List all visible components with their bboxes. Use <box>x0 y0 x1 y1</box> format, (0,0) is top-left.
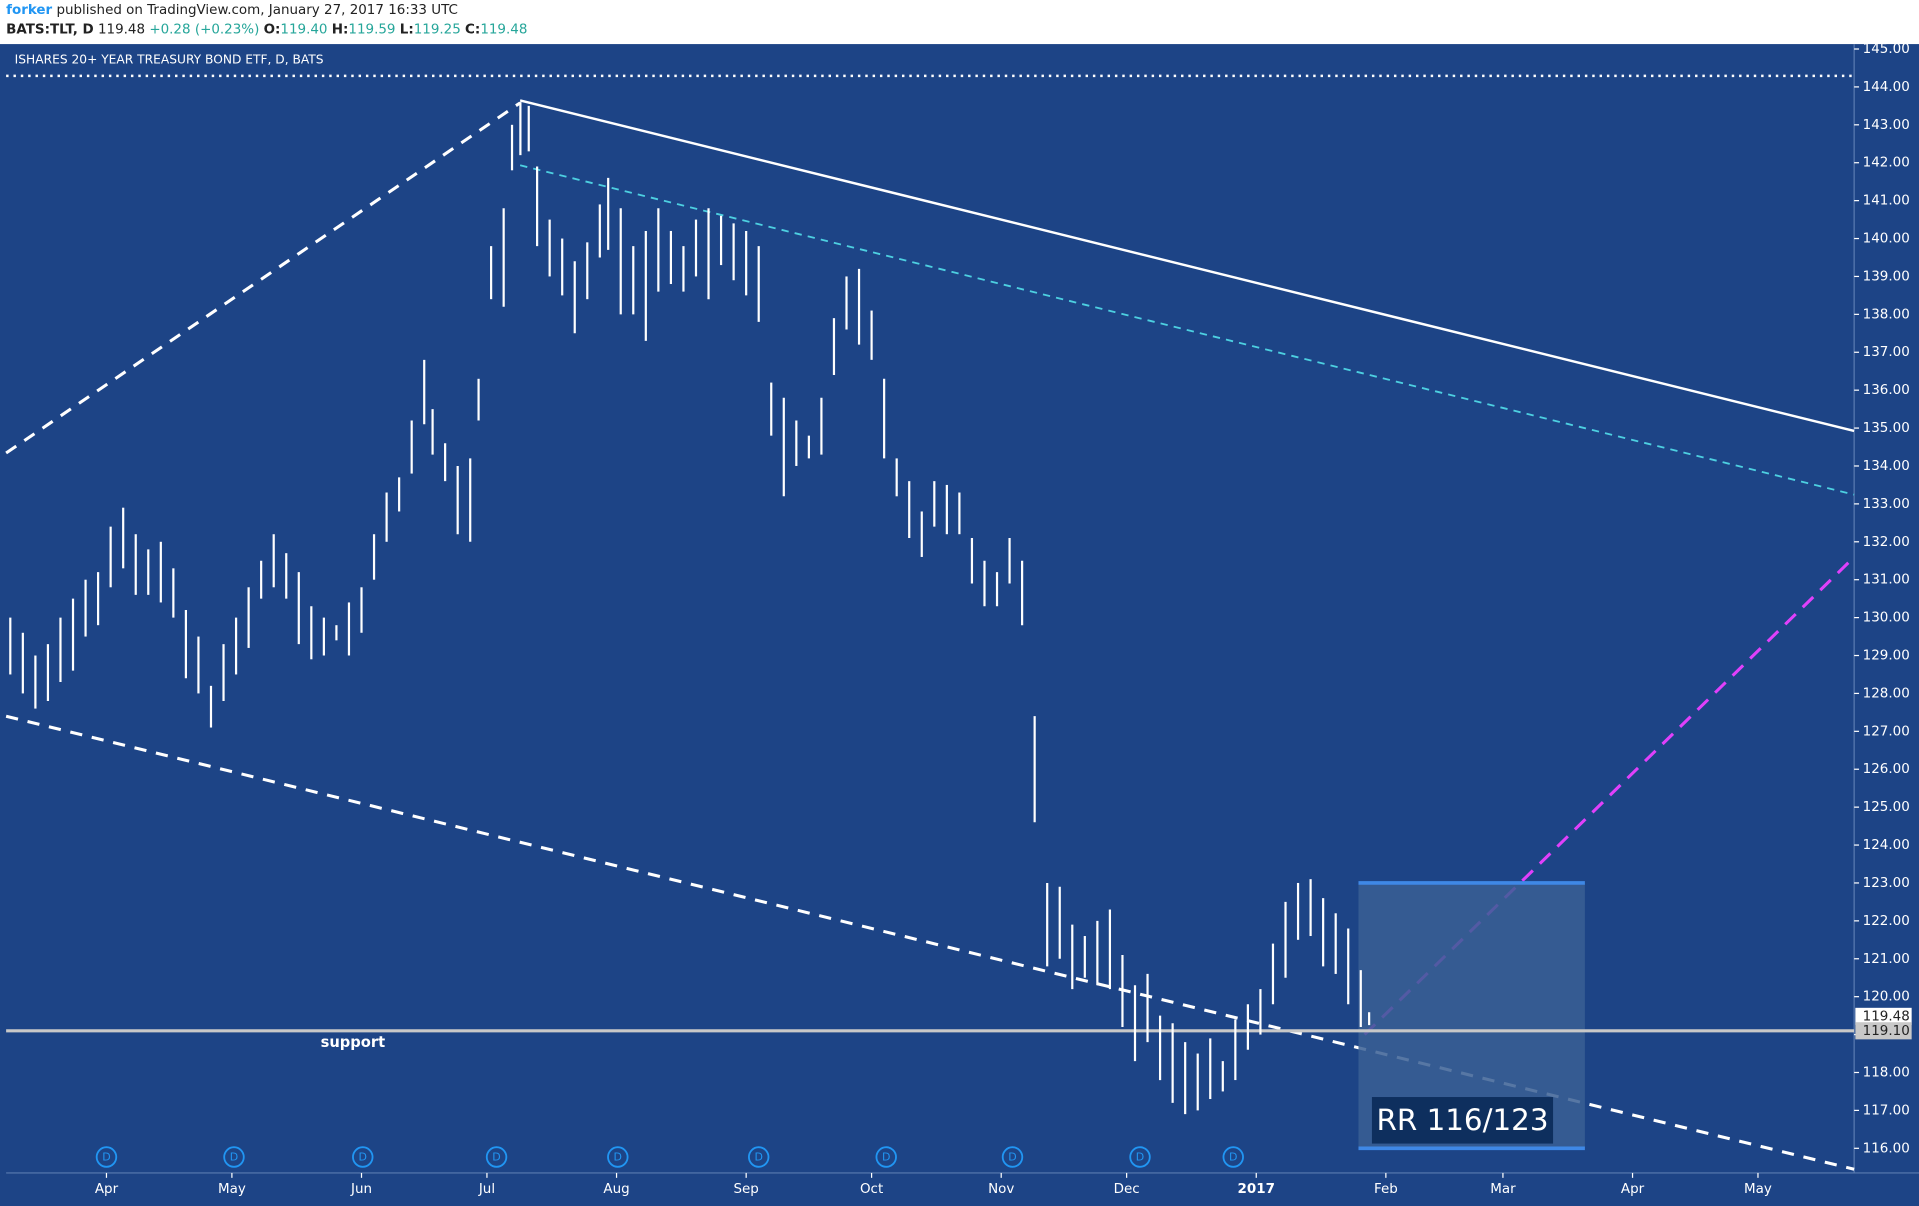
y-tick-label: 118.00 <box>1863 1065 1910 1080</box>
y-tick-label: 123.00 <box>1863 876 1910 891</box>
y-tick-label: 140.00 <box>1863 232 1910 247</box>
projection-line <box>1363 555 1856 1036</box>
dividend-label: D <box>102 1151 110 1164</box>
y-tick-label: 134.00 <box>1863 459 1910 474</box>
y-tick-label: 132.00 <box>1863 535 1910 550</box>
y-tick-label: 120.00 <box>1863 990 1910 1005</box>
x-tick-label: May <box>218 1182 246 1197</box>
support-label: support <box>321 1034 386 1051</box>
y-tick-label: 138.00 <box>1863 307 1910 322</box>
y-tick-label: 117.00 <box>1863 1103 1910 1118</box>
y-tick-label: 125.00 <box>1863 800 1910 815</box>
x-tick-label: 2017 <box>1238 1182 1275 1197</box>
rr-label-bg <box>1371 1097 1554 1144</box>
y-tick-label: 130.00 <box>1863 611 1910 626</box>
low: 119.25 <box>414 22 461 37</box>
y-tick-label: 131.00 <box>1863 573 1910 588</box>
x-tick-label: Jul <box>478 1182 495 1197</box>
y-tick-label: 124.00 <box>1863 838 1910 853</box>
rr-label: RR 116/123 <box>1376 1103 1548 1137</box>
y-tick-label: 122.00 <box>1863 914 1910 929</box>
x-tick-label: Dec <box>1114 1182 1140 1197</box>
dividend-label: D <box>754 1151 762 1164</box>
y-tick-label: 127.00 <box>1863 724 1910 739</box>
dividend-label: D <box>359 1151 367 1164</box>
x-tick-label: Feb <box>1374 1182 1398 1197</box>
x-tick-label: Apr <box>95 1182 119 1197</box>
change: +0.28 (+0.23%) <box>149 22 259 37</box>
x-tick-label: Aug <box>603 1182 629 1197</box>
support-price-label: 119.10 <box>1863 1024 1910 1039</box>
y-tick-label: 116.00 <box>1863 1141 1910 1156</box>
dividend-marker <box>747 1146 770 1168</box>
dividend-label: D <box>882 1151 890 1164</box>
last-price-box <box>1855 1007 1912 1025</box>
y-tick-label: 142.00 <box>1863 156 1910 171</box>
dividend-marker <box>223 1146 245 1168</box>
header-line: forker published on TradingView.com, Jan… <box>6 3 458 18</box>
x-tick-label: Nov <box>988 1182 1014 1197</box>
y-tick-label: 121.00 <box>1863 952 1910 967</box>
price: 119.48 <box>98 22 145 37</box>
open: 119.40 <box>280 22 327 37</box>
dividend-label: D <box>1136 1151 1144 1164</box>
y-tick-label: 137.00 <box>1863 345 1910 360</box>
trend-line <box>5 101 521 455</box>
last-price-label: 119.48 <box>1863 1009 1910 1024</box>
y-tick-label: 141.00 <box>1863 194 1910 209</box>
dividend-marker <box>485 1146 508 1168</box>
dividend-marker <box>352 1146 374 1168</box>
y-tick-label: 133.00 <box>1863 497 1910 512</box>
dividend-marker <box>875 1146 897 1168</box>
y-tick-label: 136.00 <box>1863 383 1910 398</box>
dividend-label: D <box>230 1151 238 1164</box>
y-tick-label: 139.00 <box>1863 269 1910 284</box>
trend-line <box>5 714 1855 1171</box>
y-tick-label: 144.00 <box>1863 80 1910 95</box>
author[interactable]: forker <box>6 3 52 18</box>
x-tick-label: Jun <box>350 1182 372 1197</box>
dividend-marker <box>1222 1146 1244 1168</box>
x-tick-label: Mar <box>1490 1182 1516 1197</box>
close: 119.48 <box>480 22 527 37</box>
x-tick-label: May <box>1744 1182 1772 1197</box>
high: 119.59 <box>348 22 395 37</box>
published: published on TradingView.com, January 27… <box>56 3 457 18</box>
y-tick-label: 143.00 <box>1863 118 1910 133</box>
dividend-marker <box>1129 1146 1151 1168</box>
dividend-label: D <box>492 1151 500 1164</box>
y-tick-label: 126.00 <box>1863 762 1910 777</box>
high-label: H: <box>332 22 349 37</box>
dividend-label: D <box>614 1151 622 1164</box>
header-bg <box>0 0 1919 45</box>
y-tick-label: 145.00 <box>1863 42 1910 57</box>
symbol: BATS:TLT, D <box>6 22 94 37</box>
chart-title: ISHARES 20+ YEAR TREASURY BOND ETF, D, B… <box>15 52 324 66</box>
dividend-marker <box>95 1146 118 1168</box>
open-label: O: <box>264 22 281 37</box>
dividend-marker <box>607 1146 629 1168</box>
dividend-marker <box>1001 1146 1024 1168</box>
dividend-label: D <box>1008 1151 1016 1164</box>
trend-line <box>519 99 1855 433</box>
y-tick-label: 135.00 <box>1863 421 1910 436</box>
trend-line <box>519 164 1855 496</box>
dividend-label: D <box>1229 1151 1237 1164</box>
support-price-box <box>1855 1022 1912 1040</box>
x-tick-label: Apr <box>1621 1182 1645 1197</box>
quote-line: BATS:TLT, D 119.48 +0.28 (+0.23%) O:119.… <box>6 22 527 37</box>
x-tick-label: Sep <box>733 1182 758 1197</box>
y-tick-label: 129.00 <box>1863 649 1910 664</box>
low-label: L: <box>400 22 414 37</box>
drawings <box>5 74 1856 1171</box>
y-tick-label: 128.00 <box>1863 686 1910 701</box>
close-label: C: <box>465 22 480 37</box>
x-tick-label: Oct <box>860 1182 883 1197</box>
